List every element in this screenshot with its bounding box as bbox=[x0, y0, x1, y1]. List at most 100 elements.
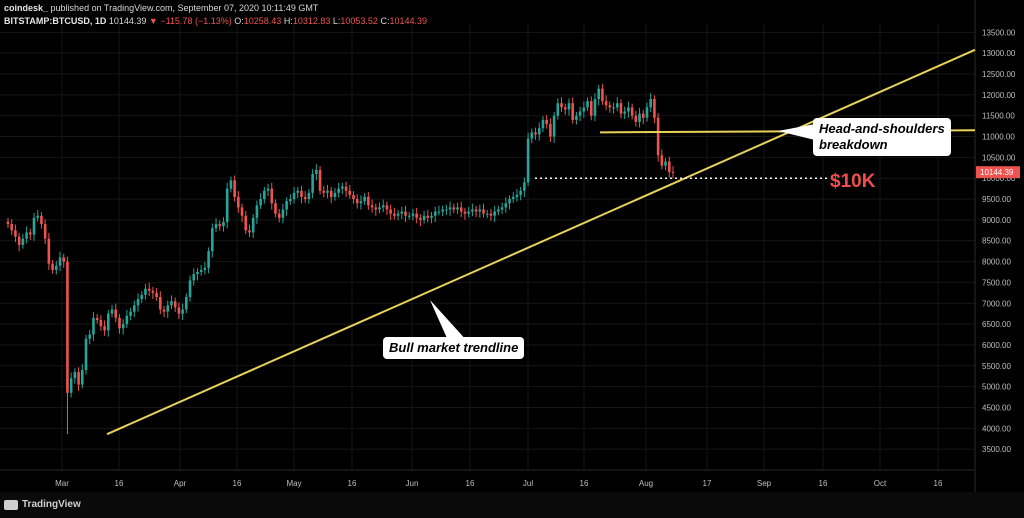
candle-body bbox=[511, 196, 515, 200]
candle-body bbox=[151, 290, 155, 293]
x-tick-label: Mar bbox=[55, 479, 69, 488]
candle-body bbox=[615, 103, 619, 108]
candle-body bbox=[582, 107, 586, 112]
candle-body bbox=[634, 115, 638, 122]
candle-body bbox=[203, 267, 207, 270]
candle-body bbox=[170, 301, 173, 306]
candle-body bbox=[534, 132, 537, 135]
candle-body bbox=[32, 217, 36, 235]
candle-body bbox=[177, 307, 181, 314]
candle-body bbox=[441, 209, 444, 212]
x-tick-label: May bbox=[286, 479, 301, 488]
candle-body bbox=[62, 257, 66, 262]
candle-body bbox=[118, 317, 121, 329]
y-tick-label: 8000.00 bbox=[982, 258, 1011, 267]
candle-body bbox=[478, 209, 482, 212]
candle-body bbox=[437, 211, 441, 213]
candle-body bbox=[352, 194, 355, 200]
candle-body bbox=[489, 213, 493, 216]
candle-body bbox=[656, 117, 660, 156]
last-price-tag bbox=[976, 166, 1020, 179]
candle-body bbox=[515, 194, 519, 197]
y-tick-label: 10500.00 bbox=[982, 153, 1016, 162]
candle-body bbox=[6, 221, 10, 225]
candle-body bbox=[612, 107, 615, 109]
candle-body bbox=[173, 301, 177, 308]
candle-body bbox=[630, 107, 634, 116]
candle-body bbox=[147, 288, 151, 291]
candle-body bbox=[452, 207, 456, 210]
candle-body bbox=[28, 232, 32, 235]
candle-body bbox=[329, 190, 333, 197]
candle-body bbox=[445, 209, 448, 211]
candle-body bbox=[277, 213, 281, 218]
candle-body bbox=[17, 236, 21, 245]
candle-body bbox=[43, 224, 47, 239]
close-label: C: bbox=[380, 16, 390, 26]
candle-body bbox=[649, 99, 652, 108]
candle-body bbox=[103, 326, 106, 331]
candle-body bbox=[233, 180, 236, 197]
candle-body bbox=[355, 199, 359, 204]
footer-bar: TradingView bbox=[0, 492, 1024, 518]
candle-body bbox=[281, 209, 285, 218]
candle-body bbox=[430, 215, 433, 218]
candle-body bbox=[407, 215, 411, 217]
trendline-label: Bull market trendline bbox=[389, 340, 519, 355]
candle-body bbox=[604, 101, 608, 106]
candle-body bbox=[140, 294, 144, 300]
candle-body bbox=[419, 217, 422, 220]
candle-body bbox=[426, 215, 430, 218]
candle-body bbox=[467, 211, 470, 214]
y-tick-label: 4000.00 bbox=[982, 424, 1011, 433]
y-tick-label: 11000.00 bbox=[982, 133, 1015, 142]
candle-body bbox=[530, 132, 534, 139]
candle-body bbox=[51, 263, 54, 270]
plot-background bbox=[0, 0, 1024, 492]
candle-body bbox=[500, 207, 504, 210]
candle-body bbox=[162, 309, 166, 312]
candle-body bbox=[482, 209, 485, 214]
candle-body bbox=[166, 305, 170, 312]
candle-body bbox=[326, 190, 329, 193]
published-text: published on TradingView.com, September … bbox=[50, 3, 319, 13]
tradingview-logo-icon bbox=[4, 500, 18, 510]
y-tick-label: 12000.00 bbox=[982, 91, 1016, 100]
candle-body bbox=[47, 238, 51, 264]
candle-body bbox=[348, 190, 352, 195]
candle-body bbox=[36, 215, 40, 218]
candle-body bbox=[601, 88, 604, 102]
close-value: 10144.39 bbox=[389, 16, 427, 26]
candle-body bbox=[545, 119, 548, 125]
candle-body bbox=[367, 196, 370, 206]
y-tick-label: 7000.00 bbox=[982, 299, 1011, 308]
candle-body bbox=[653, 99, 656, 118]
candle-body bbox=[645, 107, 649, 118]
candle-body bbox=[318, 169, 322, 191]
candle-body bbox=[66, 261, 69, 393]
last-price-tag-label: 10144.39 bbox=[980, 168, 1014, 177]
candle-body bbox=[359, 201, 363, 204]
candle-body bbox=[378, 207, 381, 210]
candle-body bbox=[571, 103, 574, 120]
candle-body bbox=[289, 199, 292, 202]
y-tick-label: 5500.00 bbox=[982, 362, 1011, 371]
candle-body bbox=[25, 232, 28, 239]
y-tick-label: 9500.00 bbox=[982, 195, 1011, 204]
candle-body bbox=[552, 115, 556, 137]
candle-body bbox=[185, 297, 188, 310]
candle-body bbox=[240, 207, 244, 216]
candle-body bbox=[667, 161, 671, 172]
candle-body bbox=[107, 313, 110, 331]
x-tick-label: Oct bbox=[874, 479, 887, 488]
low-label: L: bbox=[332, 16, 341, 26]
candle-body bbox=[121, 324, 125, 329]
candle-body bbox=[560, 103, 563, 108]
price-chart[interactable]: 3500.00 4000.00 4500.00 5000.00 5500.00 6000.… bbox=[0, 0, 1024, 492]
y-tick-label: 7500.00 bbox=[982, 278, 1011, 287]
candle-body bbox=[21, 238, 25, 245]
bull-market-trendline bbox=[106, 48, 976, 436]
candle-body bbox=[300, 190, 303, 197]
candle-body bbox=[385, 205, 389, 210]
x-tick-label: Jun bbox=[406, 479, 419, 488]
